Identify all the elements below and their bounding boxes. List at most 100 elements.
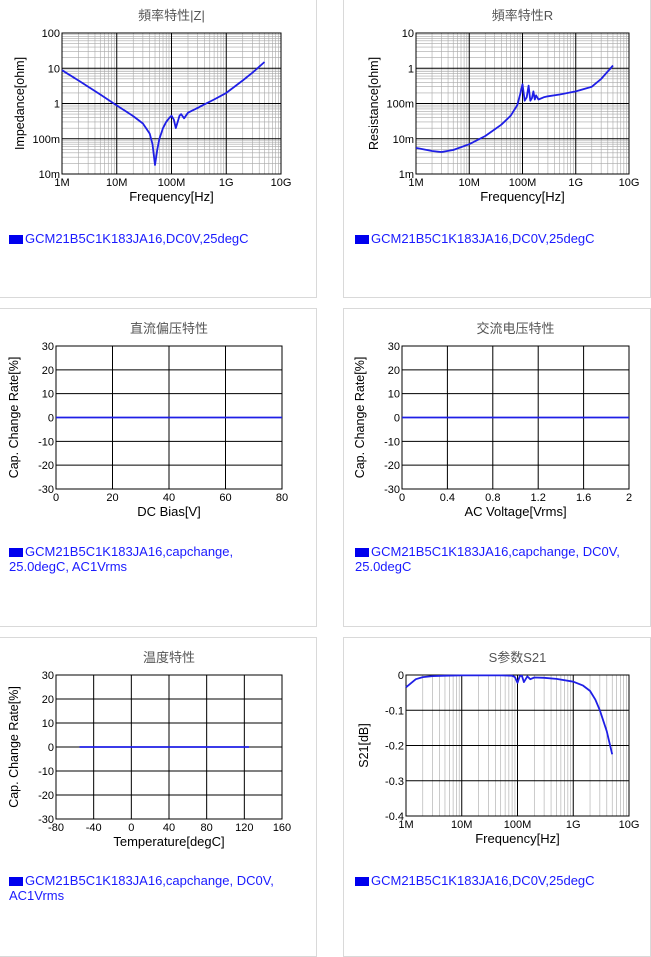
legend-ac-voltage: GCM21B5C1K183JA16,capchange, DC0V, 25.0d… xyxy=(355,544,650,574)
legend-dc-bias: GCM21B5C1K183JA16,capchange, 25.0degC, A… xyxy=(9,544,309,574)
x-tick-label: -40 xyxy=(86,822,102,834)
panel-dc-bias: 0 20 40 60 80 30 20 10 0 -10 -20 -30 直流偏压特性 DC Bias[V… xyxy=(0,308,317,627)
x-tick-label: 10M xyxy=(451,819,472,831)
x-tick-label: -80 xyxy=(48,822,64,834)
x-tick-label: 0.8 xyxy=(485,492,500,504)
panel-s21: 1M 10M 100M 1G 10G 0 -0.1 -0.2 -0.3 -0.4 S参数S21 Fre… xyxy=(343,637,651,957)
y-tick-label: -10 xyxy=(384,436,400,448)
y-tick-label: -0.4 xyxy=(385,811,404,823)
y-tick-label: -30 xyxy=(38,484,54,496)
x-tick-label: 10M xyxy=(459,177,480,189)
x-tick-label: 80 xyxy=(201,822,213,834)
x-tick-label: 100M xyxy=(504,819,532,831)
plot-frame xyxy=(415,32,630,175)
chart-title: 直流偏压特性 xyxy=(130,321,208,336)
y-tick-label: 30 xyxy=(388,341,400,353)
chart-temperature: -80 -40 0 40 80 120 160 30 20 10 0 -10 -20 -30 温度特性 Tem… xyxy=(7,650,291,849)
x-tick-label: 40 xyxy=(163,492,175,504)
legend-label: GCM21B5C1K183JA16,capchange, 25.0degC, A… xyxy=(9,544,234,574)
x-tick-label: 60 xyxy=(219,492,231,504)
y-axis-label: Impedance[ohm] xyxy=(13,57,27,150)
x-tick-label: 0 xyxy=(399,492,405,504)
chart-title: 温度特性 xyxy=(143,650,195,665)
y-tick-label: 30 xyxy=(42,670,54,682)
panel-resistance: 1M 10M 100M 1G 10G 1m 10m 100m 1 10 頻率特性R Frequency… xyxy=(343,0,651,298)
y-tick-label: 10 xyxy=(388,389,400,401)
x-tick-label: 80 xyxy=(276,492,288,504)
x-tick-label: 120 xyxy=(235,822,253,834)
x-axis-label: Frequency[Hz] xyxy=(475,831,560,846)
legend-label: GCM21B5C1K183JA16,capchange, DC0V, 25.0d… xyxy=(355,544,620,574)
y-tick-label: -30 xyxy=(384,484,400,496)
y-axis-label: Resistance[ohm] xyxy=(367,57,381,150)
y-tick-label: -20 xyxy=(38,790,54,802)
legend-temperature: GCM21B5C1K183JA16,capchange, DC0V, AC1Vr… xyxy=(9,873,309,903)
y-tick-label: 100 xyxy=(42,28,60,40)
y-tick-label: 20 xyxy=(42,365,54,377)
series-line xyxy=(405,674,614,755)
y-tick-label: 0 xyxy=(398,670,404,682)
y-tick-label: 1 xyxy=(54,99,60,111)
series-line xyxy=(61,61,266,166)
y-tick-label: 1m xyxy=(399,169,414,181)
legend-swatch xyxy=(9,235,23,244)
legend-swatch xyxy=(355,877,369,886)
plot-frame xyxy=(405,674,630,817)
y-tick-label: -20 xyxy=(384,460,400,472)
y-tick-label: -0.1 xyxy=(385,705,404,717)
y-axis-label: Cap. Change Rate[%] xyxy=(7,686,21,808)
y-tick-label: 10m xyxy=(393,134,414,146)
plot-frame xyxy=(55,674,283,820)
plot-frame xyxy=(61,32,282,175)
chart-title: S参数S21 xyxy=(489,650,547,665)
x-axis-label: Frequency[Hz] xyxy=(129,189,214,204)
y-tick-label: 10 xyxy=(402,28,414,40)
y-tick-label: -20 xyxy=(38,460,54,472)
y-tick-label: 0 xyxy=(394,413,400,425)
x-tick-label: 1G xyxy=(219,177,234,189)
x-tick-label: 0.4 xyxy=(440,492,455,504)
x-tick-label: 20 xyxy=(106,492,118,504)
legend-label: GCM21B5C1K183JA16,capchange, DC0V, AC1Vr… xyxy=(9,873,274,903)
y-tick-label: 10m xyxy=(39,169,60,181)
x-tick-label: 100M xyxy=(158,177,186,189)
chart-title: 交流电压特性 xyxy=(476,321,554,336)
y-tick-label: 20 xyxy=(388,365,400,377)
x-tick-label: 1G xyxy=(566,819,581,831)
y-tick-label: 20 xyxy=(42,694,54,706)
x-axis-label: Frequency[Hz] xyxy=(480,189,565,204)
y-tick-label: -30 xyxy=(38,814,54,826)
chart-ac-voltage: 0 0.4 0.8 1.2 1.6 2 30 20 10 0 -10 -20 -30 交流电压特性 AC V… xyxy=(353,321,632,519)
y-tick-label: -0.3 xyxy=(385,776,404,788)
x-tick-label: 10G xyxy=(271,177,292,189)
x-tick-label: 1G xyxy=(568,177,583,189)
x-tick-label: 0 xyxy=(128,822,134,834)
x-axis-label: Temperature[degC] xyxy=(113,834,224,849)
legend-swatch xyxy=(355,548,369,557)
y-axis-label: Cap. Change Rate[%] xyxy=(353,357,367,479)
y-tick-label: 100m xyxy=(386,99,414,111)
y-tick-label: 10 xyxy=(42,389,54,401)
x-tick-label: 2 xyxy=(626,492,632,504)
panel-temperature: -80 -40 0 40 80 120 160 30 20 10 0 -10 -20 -30 温度特性 Tem… xyxy=(0,637,317,957)
chart-impedance: 1M 10M 100M 1G 10G 10m 100m 1 10 100 頻率特性|Z| Freque… xyxy=(13,8,292,204)
y-tick-label: -10 xyxy=(38,766,54,778)
chart-resistance: 1M 10M 100M 1G 10G 1m 10m 100m 1 10 頻率特性R Frequency… xyxy=(367,8,639,204)
x-tick-label: 0 xyxy=(53,492,59,504)
y-tick-label: 10 xyxy=(42,718,54,730)
y-tick-label: 10 xyxy=(48,63,60,75)
legend-label: GCM21B5C1K183JA16,DC0V,25degC xyxy=(371,873,595,888)
chart-dc-bias: 0 20 40 60 80 30 20 10 0 -10 -20 -30 直流偏压特性 DC Bias[V… xyxy=(7,321,288,519)
chart-title: 頻率特性|Z| xyxy=(138,8,205,23)
y-tick-label: 30 xyxy=(42,341,54,353)
y-tick-label: -10 xyxy=(38,436,54,448)
x-tick-label: 10G xyxy=(619,819,640,831)
x-tick-label: 100M xyxy=(509,177,537,189)
legend-resistance: GCM21B5C1K183JA16,DC0V,25degC xyxy=(355,231,645,246)
y-tick-label: 0 xyxy=(48,742,54,754)
legend-swatch xyxy=(9,548,23,557)
x-axis-label: AC Voltage[Vrms] xyxy=(464,504,566,519)
x-tick-label: 40 xyxy=(163,822,175,834)
chart-title: 頻率特性R xyxy=(492,8,553,23)
y-axis-label: Cap. Change Rate[%] xyxy=(7,357,21,479)
